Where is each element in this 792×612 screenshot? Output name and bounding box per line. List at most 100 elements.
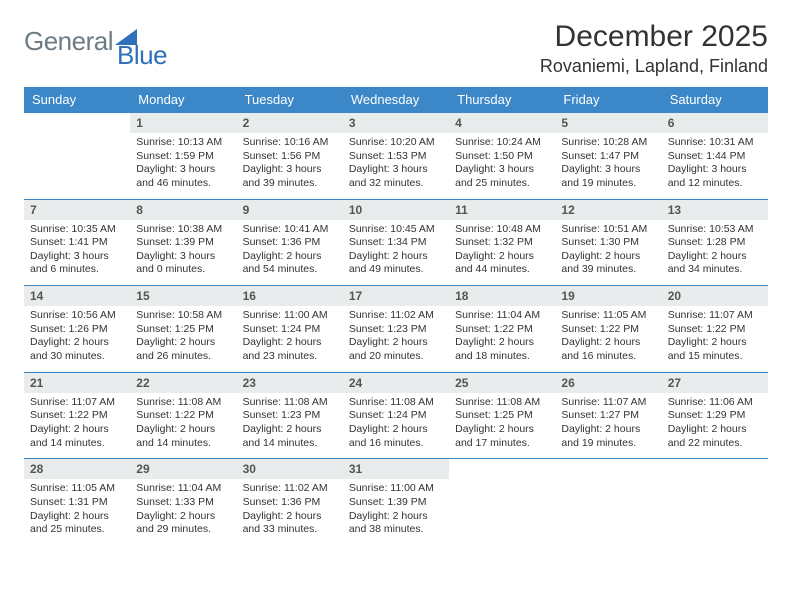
day-number: 11 [449, 200, 555, 220]
calendar-day-cell: 30Sunrise: 11:02 AMSunset: 1:36 PMDaylig… [237, 459, 343, 545]
day-line: Sunrise: 11:08 AM [349, 396, 443, 410]
calendar-day-cell: 12Sunrise: 10:51 AMSunset: 1:30 PMDaylig… [555, 199, 661, 286]
day-line: Sunrise: 10:45 AM [349, 223, 443, 237]
day-line: Sunset: 1:28 PM [668, 236, 762, 250]
day-line: Sunrise: 10:48 AM [455, 223, 549, 237]
day-body: Sunrise: 11:08 AMSunset: 1:25 PMDaylight… [449, 393, 555, 459]
day-number: 28 [24, 459, 130, 479]
day-number: 24 [343, 373, 449, 393]
day-line: Sunset: 1:22 PM [561, 323, 655, 337]
day-line: and 20 minutes. [349, 350, 443, 364]
calendar-day-cell: 16Sunrise: 11:00 AMSunset: 1:24 PMDaylig… [237, 286, 343, 373]
day-body: Sunrise: 10:51 AMSunset: 1:30 PMDaylight… [555, 220, 661, 286]
day-line: Sunrise: 10:20 AM [349, 136, 443, 150]
day-line: Sunset: 1:59 PM [136, 150, 230, 164]
day-line: Sunset: 1:29 PM [668, 409, 762, 423]
day-line: Sunset: 1:24 PM [243, 323, 337, 337]
day-line: Sunset: 1:39 PM [349, 496, 443, 510]
day-line: Daylight: 3 hours [30, 250, 124, 264]
day-line: Daylight: 2 hours [30, 423, 124, 437]
day-line: Sunrise: 10:53 AM [668, 223, 762, 237]
day-line: Sunset: 1:27 PM [561, 409, 655, 423]
calendar-day-cell [662, 459, 768, 545]
day-line: and 29 minutes. [136, 523, 230, 537]
day-line: Daylight: 3 hours [136, 250, 230, 264]
day-body: Sunrise: 11:02 AMSunset: 1:23 PMDaylight… [343, 306, 449, 372]
calendar-day-cell: 24Sunrise: 11:08 AMSunset: 1:24 PMDaylig… [343, 372, 449, 459]
calendar-day-cell [555, 459, 661, 545]
weekday-header: Tuesday [237, 87, 343, 113]
day-body: Sunrise: 10:53 AMSunset: 1:28 PMDaylight… [662, 220, 768, 286]
day-line: Sunset: 1:50 PM [455, 150, 549, 164]
day-line: Sunset: 1:44 PM [668, 150, 762, 164]
day-line: and 6 minutes. [30, 263, 124, 277]
day-number: 19 [555, 286, 661, 306]
calendar-day-cell: 7Sunrise: 10:35 AMSunset: 1:41 PMDayligh… [24, 199, 130, 286]
day-line: Daylight: 3 hours [561, 163, 655, 177]
day-line: Daylight: 2 hours [455, 423, 549, 437]
day-line: Daylight: 2 hours [243, 250, 337, 264]
day-number: 16 [237, 286, 343, 306]
calendar-day-cell: 31Sunrise: 11:00 AMSunset: 1:39 PMDaylig… [343, 459, 449, 545]
day-line: and 22 minutes. [668, 437, 762, 451]
day-line: Sunrise: 11:06 AM [668, 396, 762, 410]
day-line: and 19 minutes. [561, 437, 655, 451]
day-line: and 34 minutes. [668, 263, 762, 277]
day-line: Sunset: 1:53 PM [349, 150, 443, 164]
calendar-day-cell: 27Sunrise: 11:06 AMSunset: 1:29 PMDaylig… [662, 372, 768, 459]
day-line: Sunrise: 11:05 AM [561, 309, 655, 323]
calendar-day-cell: 21Sunrise: 11:07 AMSunset: 1:22 PMDaylig… [24, 372, 130, 459]
day-line: Daylight: 2 hours [136, 336, 230, 350]
day-body: Sunrise: 11:07 AMSunset: 1:22 PMDaylight… [24, 393, 130, 459]
calendar-day-cell: 26Sunrise: 11:07 AMSunset: 1:27 PMDaylig… [555, 372, 661, 459]
day-line: Daylight: 3 hours [349, 163, 443, 177]
calendar-day-cell: 29Sunrise: 11:04 AMSunset: 1:33 PMDaylig… [130, 459, 236, 545]
day-line: Sunrise: 11:08 AM [136, 396, 230, 410]
day-line: Sunset: 1:23 PM [243, 409, 337, 423]
day-line: and 19 minutes. [561, 177, 655, 191]
day-line: and 23 minutes. [243, 350, 337, 364]
calendar-week-row: 7Sunrise: 10:35 AMSunset: 1:41 PMDayligh… [24, 199, 768, 286]
day-line: and 17 minutes. [455, 437, 549, 451]
day-number: 25 [449, 373, 555, 393]
day-body: Sunrise: 10:13 AMSunset: 1:59 PMDaylight… [130, 133, 236, 199]
day-line: Sunrise: 10:16 AM [243, 136, 337, 150]
day-line: Daylight: 2 hours [136, 423, 230, 437]
day-line: Sunset: 1:56 PM [243, 150, 337, 164]
day-body: Sunrise: 11:05 AMSunset: 1:22 PMDaylight… [555, 306, 661, 372]
calendar-day-cell: 18Sunrise: 11:04 AMSunset: 1:22 PMDaylig… [449, 286, 555, 373]
day-line: and 18 minutes. [455, 350, 549, 364]
day-number: 5 [555, 113, 661, 133]
day-body: Sunrise: 11:08 AMSunset: 1:22 PMDaylight… [130, 393, 236, 459]
day-line: Sunset: 1:36 PM [243, 236, 337, 250]
day-line: and 15 minutes. [668, 350, 762, 364]
day-line: Sunset: 1:23 PM [349, 323, 443, 337]
calendar-week-row: 28Sunrise: 11:05 AMSunset: 1:31 PMDaylig… [24, 459, 768, 545]
logo-text-gray: General [24, 26, 113, 57]
day-number: 6 [662, 113, 768, 133]
day-line: Daylight: 2 hours [30, 336, 124, 350]
day-line: and 32 minutes. [349, 177, 443, 191]
calendar-body: 1Sunrise: 10:13 AMSunset: 1:59 PMDayligh… [24, 113, 768, 545]
calendar-day-cell: 3Sunrise: 10:20 AMSunset: 1:53 PMDayligh… [343, 113, 449, 200]
calendar-day-cell: 20Sunrise: 11:07 AMSunset: 1:22 PMDaylig… [662, 286, 768, 373]
day-line: and 12 minutes. [668, 177, 762, 191]
day-number: 12 [555, 200, 661, 220]
day-line: Sunrise: 10:41 AM [243, 223, 337, 237]
day-line: Sunset: 1:22 PM [668, 323, 762, 337]
day-line: and 44 minutes. [455, 263, 549, 277]
day-line: and 25 minutes. [455, 177, 549, 191]
day-line: Daylight: 2 hours [136, 510, 230, 524]
day-line: Sunrise: 11:02 AM [349, 309, 443, 323]
day-line: Daylight: 3 hours [243, 163, 337, 177]
day-line: Sunrise: 11:04 AM [455, 309, 549, 323]
day-line: Daylight: 2 hours [349, 423, 443, 437]
calendar-day-cell: 19Sunrise: 11:05 AMSunset: 1:22 PMDaylig… [555, 286, 661, 373]
weekday-header: Sunday [24, 87, 130, 113]
day-line: and 16 minutes. [561, 350, 655, 364]
day-body: Sunrise: 10:58 AMSunset: 1:25 PMDaylight… [130, 306, 236, 372]
day-line: Sunset: 1:32 PM [455, 236, 549, 250]
calendar-day-cell: 5Sunrise: 10:28 AMSunset: 1:47 PMDayligh… [555, 113, 661, 200]
day-line: and 38 minutes. [349, 523, 443, 537]
day-body: Sunrise: 11:04 AMSunset: 1:33 PMDaylight… [130, 479, 236, 545]
